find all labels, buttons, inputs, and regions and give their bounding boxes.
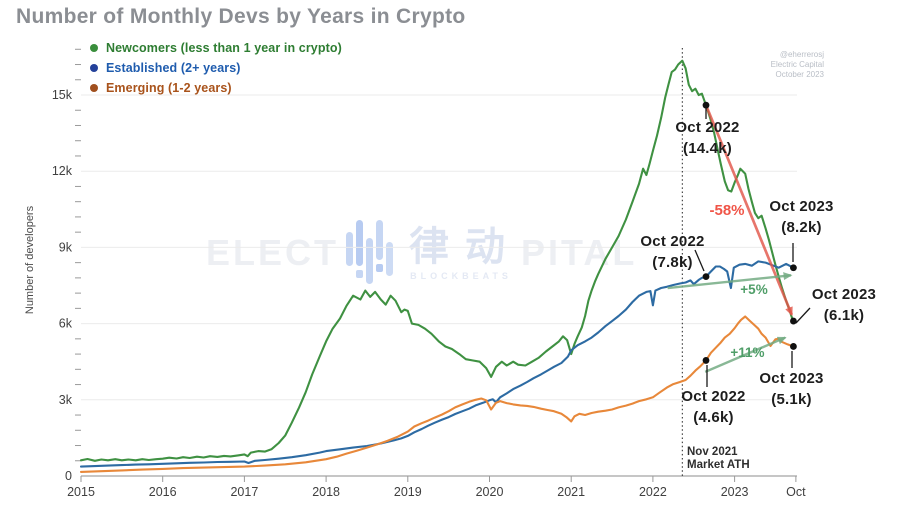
x-tick-label: 2023 xyxy=(721,485,749,499)
callout-pointer xyxy=(795,307,811,324)
x-tick-label: 2016 xyxy=(149,485,177,499)
callout-date: Oct 2023 xyxy=(811,286,877,303)
callout-date: Oct 2023 xyxy=(769,198,834,215)
emerging-growth-arrow xyxy=(704,336,787,373)
attribution: @eherrerosj Electric Capital October 202… xyxy=(771,50,824,80)
newcomers-marker-dot xyxy=(702,101,710,109)
newcomers-line xyxy=(79,59,795,462)
established-growth-arrow xyxy=(667,272,793,290)
established-marker-dot xyxy=(702,273,710,281)
callout-date: Oct 2022 xyxy=(640,233,705,250)
established-line xyxy=(79,260,795,468)
callout-emerging-oct2022: Oct 2022 (4.6k) xyxy=(656,386,771,428)
blockbeats-logo-icon xyxy=(346,220,394,284)
drop-arrow xyxy=(704,104,794,317)
legend-label: Established (2+ years) xyxy=(106,61,241,75)
callout-date: Oct 2023 xyxy=(759,370,824,387)
callout-newcomers-oct2022: Oct 2022 (14.4k) xyxy=(650,117,765,159)
emerging-marker-dot xyxy=(790,343,797,350)
pct-emerging-label: +11% xyxy=(730,345,765,360)
x-tick-label: Oct xyxy=(786,485,806,499)
established-marker-dot xyxy=(790,264,797,272)
page-title: Number of Monthly Devs by Years in Crypt… xyxy=(16,5,466,28)
callout-value: (14.4k) xyxy=(683,140,732,157)
newcomers-marker-dot xyxy=(790,317,797,325)
legend-label: Emerging (1-2 years) xyxy=(106,81,232,95)
legend-item-emerging: Emerging (1-2 years) xyxy=(90,78,342,98)
callout-established-oct2022: Oct 2022 (7.8k) xyxy=(615,231,730,273)
legend-label: Newcomers (less than 1 year in crypto) xyxy=(106,41,342,55)
x-tick-label: 2019 xyxy=(394,485,422,499)
watermark-text-left: ELECT xyxy=(206,232,340,273)
pct-established-label: +5% xyxy=(740,282,768,297)
y-tick-label: 15k xyxy=(52,88,73,102)
x-tick-label: 2017 xyxy=(230,485,258,499)
emerging-line xyxy=(79,315,795,473)
y-tick-label: 12k xyxy=(52,164,73,178)
y-tick-label: 3k xyxy=(59,393,73,407)
attribution-org: Electric Capital xyxy=(770,60,824,69)
callout-date: Oct 2022 xyxy=(675,119,740,136)
watermark-blockbeats-text: BLOCKBEATS xyxy=(410,271,512,281)
y-tick-label: 6k xyxy=(59,317,73,331)
emerging-marker-dot xyxy=(702,357,710,364)
market-ath-annotation: Nov 2021 Market ATH xyxy=(687,446,750,472)
callout-established-oct2023: Oct 2023 (8.2k) xyxy=(744,196,859,238)
callout-pointer xyxy=(694,249,705,272)
x-tick-label: 2020 xyxy=(476,485,504,499)
callout-newcomers-oct2023: Oct 2023 (6.1k) xyxy=(788,284,900,326)
attribution-handle: @eherrerosj xyxy=(779,50,824,59)
established-legend-dot-icon xyxy=(90,64,98,72)
callout-date: Oct 2022 xyxy=(681,388,746,405)
market-ath-line1: Nov 2021 xyxy=(687,446,738,458)
callout-value: (8.2k) xyxy=(781,219,822,236)
x-tick-label: 2018 xyxy=(312,485,340,499)
callout-value: (7.8k) xyxy=(652,254,693,271)
legend-item-newcomers: Newcomers (less than 1 year in crypto) xyxy=(90,38,342,58)
y-axis-title: Number of developers xyxy=(24,205,36,315)
y-tick-label: 0 xyxy=(65,469,72,483)
x-tick-label: 2022 xyxy=(639,485,667,499)
x-tick-label: 2015 xyxy=(67,485,95,499)
chart-legend: Newcomers (less than 1 year in crypto) E… xyxy=(90,38,342,98)
callout-emerging-oct2023: Oct 2023 (5.1k) xyxy=(734,368,849,410)
x-tick-label: 2021 xyxy=(557,485,585,499)
market-ath-line2: Market ATH xyxy=(687,459,750,471)
callout-value: (5.1k) xyxy=(771,391,812,408)
y-tick-label: 9k xyxy=(59,240,73,254)
emerging-legend-dot-icon xyxy=(90,84,98,92)
pct-drop-label: -58% xyxy=(709,202,745,219)
callout-value: (6.1k) xyxy=(823,307,865,324)
attribution-date: October 2023 xyxy=(775,70,824,79)
callout-value: (4.6k) xyxy=(693,409,734,426)
legend-item-established: Established (2+ years) xyxy=(90,58,342,78)
newcomers-legend-dot-icon xyxy=(90,44,98,52)
